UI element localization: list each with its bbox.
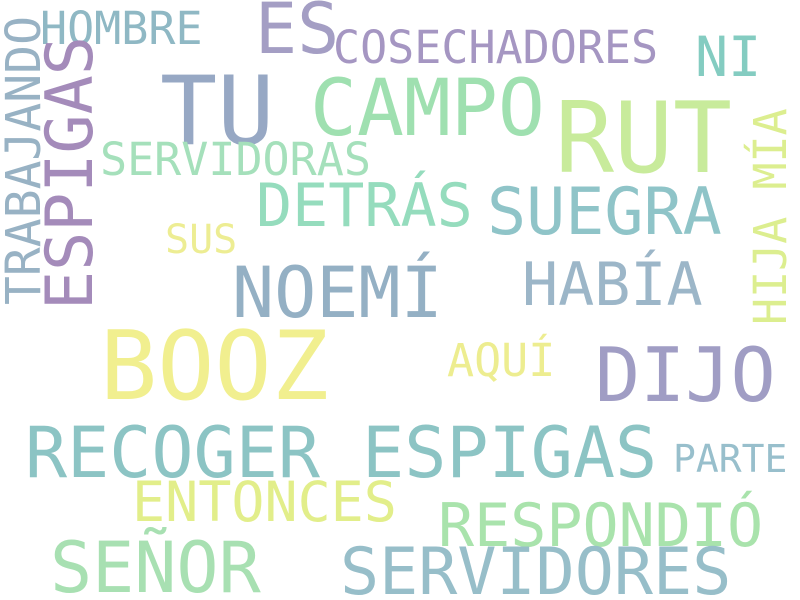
word-ni: NI xyxy=(695,25,762,89)
word-cosechadores: COSECHADORES xyxy=(333,21,659,74)
word-servidores: SERVIDORES xyxy=(340,535,732,600)
word-rut: RUT xyxy=(555,82,733,196)
word-espigas: ESPIGAS xyxy=(33,36,108,310)
word-noemi: NOEMÍ xyxy=(232,252,443,334)
word-recoger-espigas: RECOGER ESPIGAS xyxy=(25,412,658,494)
word-tu: TU xyxy=(160,57,275,167)
word-hija-mia: HIJA MÍA xyxy=(744,108,797,325)
word-detras: DETRÁS xyxy=(256,171,473,241)
word-booz: BOOZ xyxy=(100,312,329,422)
word-sus: SUS xyxy=(165,217,238,263)
word-aqui: AQUÍ xyxy=(447,334,556,387)
word-habia: HABÍA xyxy=(522,250,703,320)
word-servidoras: SERVIDORAS xyxy=(100,133,371,186)
word-parte: PARTE xyxy=(673,437,788,481)
word-dijo: DIJO xyxy=(595,331,776,419)
word-respondio: RESPONDIÓ xyxy=(438,491,764,561)
word-suegra: SUEGRA xyxy=(487,175,722,250)
word-es: ES xyxy=(255,0,340,70)
word-campo: CAMPO xyxy=(310,64,545,154)
word-entonces: ENTONCES xyxy=(132,470,397,534)
word-hombre: HOMBRE xyxy=(40,2,203,55)
word-senor: SEÑOR xyxy=(50,527,261,600)
